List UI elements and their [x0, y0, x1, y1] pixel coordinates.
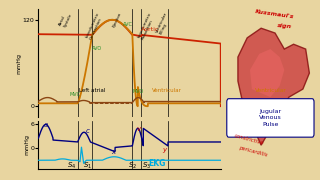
Text: MVC: MVC	[69, 92, 80, 97]
Text: sign: sign	[277, 23, 292, 29]
FancyBboxPatch shape	[227, 99, 314, 137]
Text: S$_3$: S$_3$	[142, 161, 152, 171]
Text: Left atrial: Left atrial	[78, 88, 105, 93]
Text: AVC: AVC	[123, 22, 133, 27]
Text: S$_2$: S$_2$	[128, 161, 137, 171]
Text: Ventricular
Filling: Ventricular Filling	[155, 11, 172, 35]
Y-axis label: mmHg: mmHg	[16, 53, 21, 73]
Text: EKG: EKG	[148, 159, 165, 168]
Text: constrictive: constrictive	[233, 133, 264, 146]
Text: v: v	[137, 127, 141, 132]
Text: Ventricular: Ventricular	[254, 88, 286, 93]
Text: Aortic: Aortic	[140, 27, 159, 32]
Text: Jugular
Venous
Pulse: Jugular Venous Pulse	[259, 109, 282, 127]
Text: Atrial
Systole: Atrial Systole	[59, 11, 73, 28]
Text: Ejection: Ejection	[112, 11, 123, 28]
Text: S$_1$: S$_1$	[83, 161, 92, 171]
Text: Isovolumetric
Relaxation: Isovolumetric Relaxation	[137, 11, 156, 40]
Text: pericarditis: pericarditis	[238, 145, 268, 157]
Text: a: a	[44, 122, 48, 128]
Text: y: y	[163, 147, 166, 154]
Text: c: c	[86, 128, 90, 134]
Y-axis label: mmHg: mmHg	[24, 134, 29, 155]
Text: S$_4$: S$_4$	[68, 161, 77, 171]
Polygon shape	[250, 49, 284, 97]
Text: Isovolumetric
Contraction: Isovolumetric Contraction	[85, 11, 105, 40]
Polygon shape	[238, 28, 309, 145]
Text: Ventricular: Ventricular	[151, 88, 181, 93]
Text: AVO: AVO	[92, 46, 102, 51]
Text: MVO: MVO	[132, 89, 144, 94]
Text: Kussmaul's: Kussmaul's	[255, 9, 295, 20]
Text: x: x	[111, 149, 116, 155]
